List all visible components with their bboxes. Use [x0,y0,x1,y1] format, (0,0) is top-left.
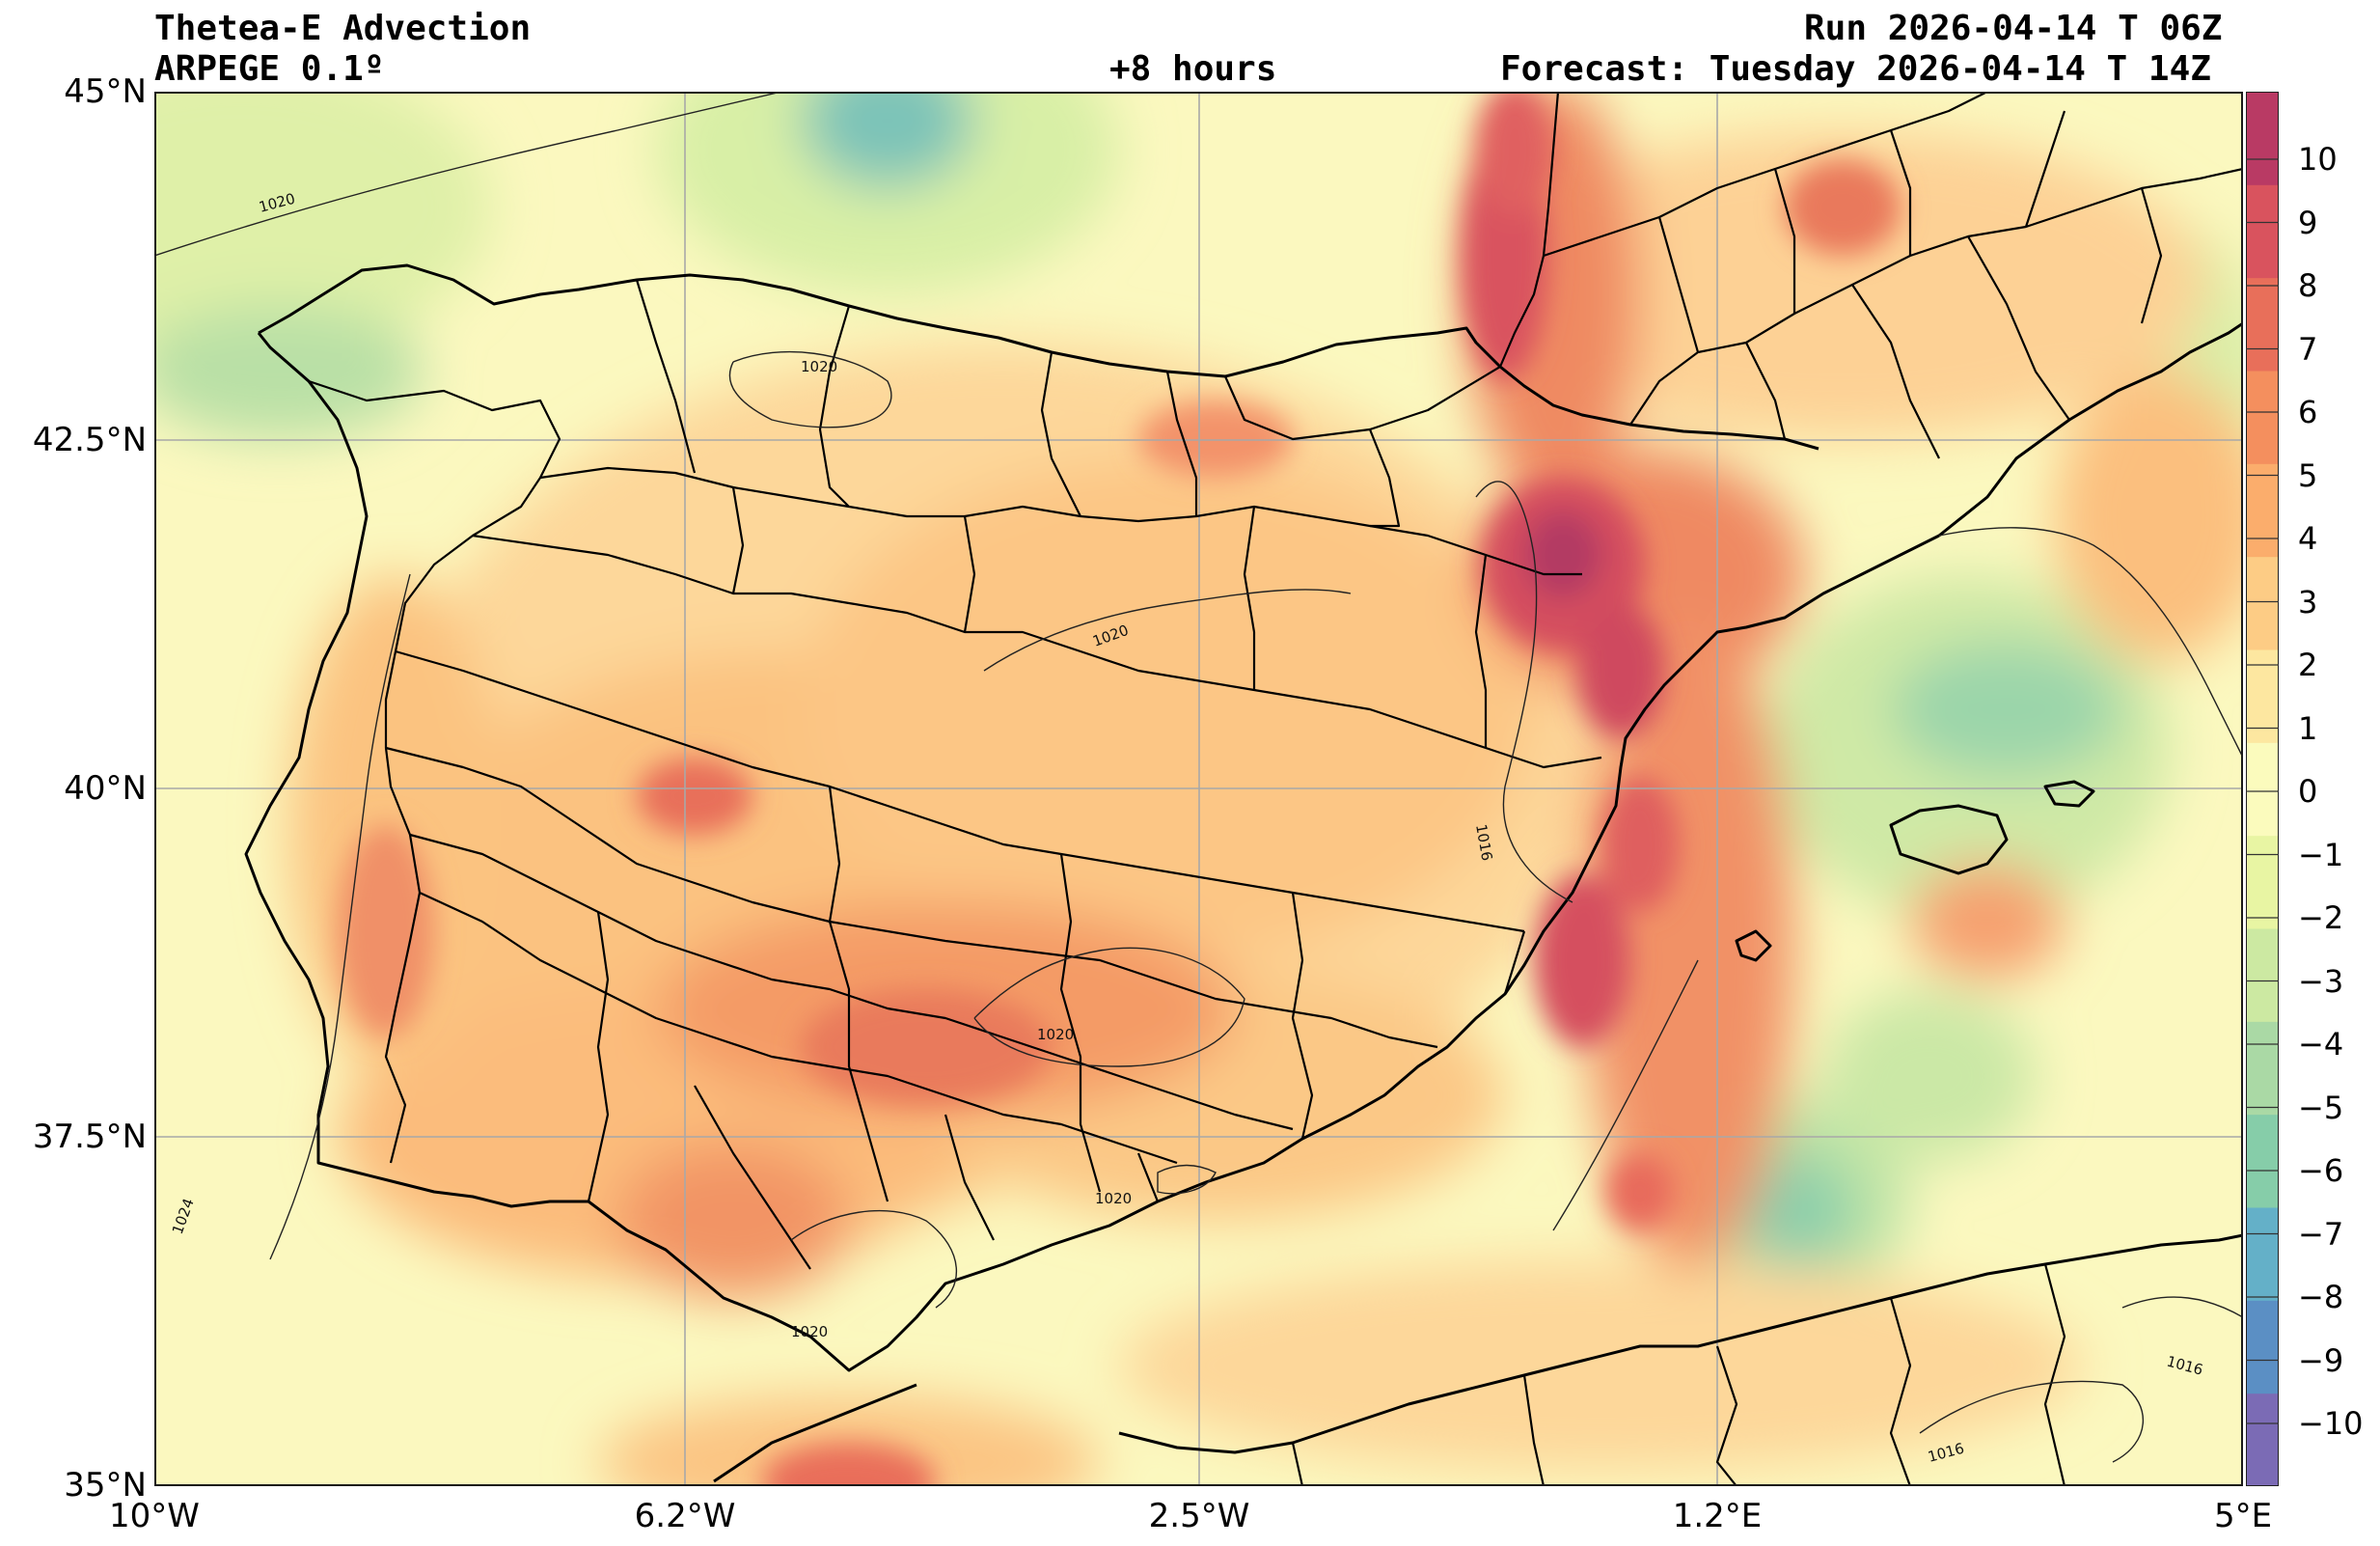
gridlines [154,92,2243,1486]
colorbar-tick-label: −9 [2298,1341,2344,1379]
colorbar-tick-label: −1 [2298,836,2344,873]
isobar-label: 1020 [791,1323,828,1340]
coastlines [244,263,2243,1483]
colorbar-tick-label: 9 [2298,204,2318,241]
colorbar-tick-label: 3 [2298,583,2318,621]
lon-label: 5°E [2213,1497,2273,1535]
colorbar-tick-label: 4 [2298,520,2318,557]
colorbar-tick-label: −7 [2298,1215,2344,1253]
colorbar-swatch [2246,92,2279,185]
map-panel: 1020 1020 1020 1016 1020 1020 1020 1024 … [154,92,2243,1486]
colorbar-swatch [2246,1300,2279,1394]
colorbar-tick-label: −4 [2298,1026,2344,1063]
lat-label: 37.5°N [32,1118,147,1156]
colorbar [2246,92,2279,1486]
colorbar-swatch [2246,835,2279,929]
lon-label: 6.2°W [634,1497,736,1535]
colorbar-tick-label: 2 [2298,647,2318,683]
colorbar-swatch [2246,742,2279,837]
lead-time-label: +8 hours [1109,49,1277,89]
lon-label: 1.2°E [1672,1497,1763,1535]
colorbar-swatch [2246,1393,2279,1486]
colorbar-frame [2246,92,2279,1486]
lat-label: 35°N [64,1466,147,1505]
colorbar-tick-label: 10 [2298,141,2338,178]
colorbar-swatch [2246,371,2279,464]
colorbar-tick-label: 0 [2298,773,2318,810]
colorbar-swatch [2246,649,2279,743]
lon-label: 2.5°W [1148,1497,1250,1535]
lat-label: 45°N [64,72,147,111]
colorbar-tick-label: −10 [2298,1405,2364,1442]
colorbar-tick-label: −2 [2298,899,2344,936]
colorbar-tick-label: 1 [2298,709,2318,747]
isobar-label: 1020 [1095,1190,1132,1207]
colorbar-tick-label: 8 [2298,267,2318,304]
isobar-label: 1020 [801,358,837,375]
colorbar-swatch [2246,928,2279,1022]
run-label: Run 2026-04-14 T 06Z [1804,9,2223,48]
isobars [154,92,2243,1463]
lon-label: 10°W [109,1497,200,1535]
lat-label: 40°N [64,769,147,808]
colorbar-swatch [2246,277,2279,372]
colorbar-tick-label: −6 [2298,1152,2344,1189]
isobar-label: 1020 [1037,1026,1074,1043]
colorbar-swatch [2246,1207,2279,1301]
lat-label: 42.5°N [32,421,147,459]
colorbar-swatch [2246,463,2279,558]
colorbar-swatch [2246,1114,2279,1208]
colorbar-tick-label: −3 [2298,962,2344,1000]
map-title: Thetea-E Advection [154,9,532,48]
map-frame [154,92,2243,1486]
colorbar-tick-label: −8 [2298,1279,2344,1315]
colorbar-tick-label: 5 [2298,456,2318,494]
colorbar-swatch [2246,184,2279,279]
colorbar-tick-label: 6 [2298,394,2318,430]
admin-borders [308,92,2243,1486]
colorbar-swatch [2246,1021,2279,1116]
colorbar-swatch [2246,556,2279,650]
colorbar-tick-label: −5 [2298,1089,2344,1126]
model-label: ARPEGE 0.1º [154,49,385,89]
colorbar-tick-label: 7 [2298,330,2318,368]
forecast-label: Forecast: Tuesday 2026-04-14 T 14Z [1500,49,2211,89]
